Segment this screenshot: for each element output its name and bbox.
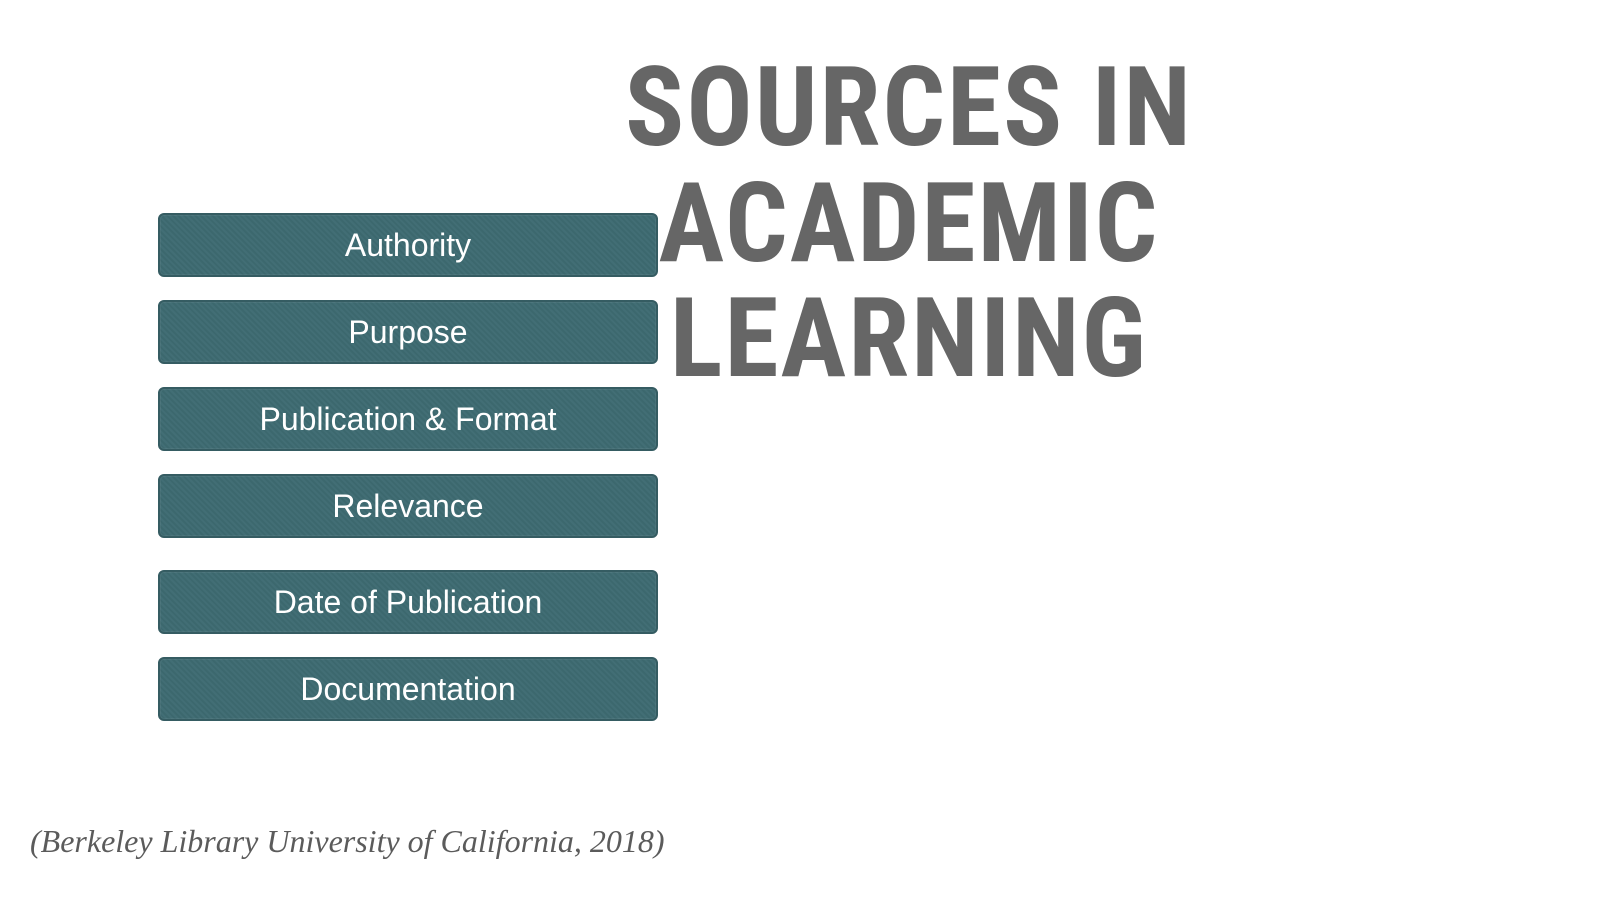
criteria-chip-authority: Authority bbox=[158, 213, 658, 277]
citation-text: (Berkeley Library University of Californ… bbox=[30, 823, 665, 860]
criteria-chip-publication-format: Publication & Format bbox=[158, 387, 658, 451]
criteria-chip-date-of-publication: Date of Publication bbox=[158, 570, 658, 634]
criteria-chip-purpose: Purpose bbox=[158, 300, 658, 364]
criteria-chip-documentation: Documentation bbox=[158, 657, 658, 721]
slide-title: SOURCES IN ACADEMIC LEARNING bbox=[625, 50, 1193, 397]
criteria-chip-relevance: Relevance bbox=[158, 474, 658, 538]
criteria-list: Authority Purpose Publication & Format R… bbox=[158, 213, 658, 721]
